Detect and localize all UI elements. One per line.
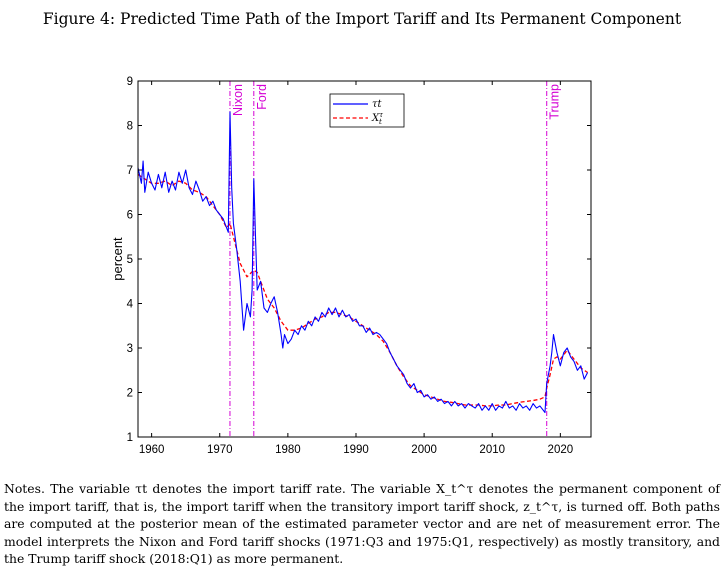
plot-frame	[137, 80, 592, 438]
annotation-label-trump: Trump	[548, 84, 562, 120]
y-tick-label: 9	[127, 76, 133, 88]
series-permanent-line	[137, 173, 588, 407]
y-tick-label: 8	[127, 121, 133, 133]
y-tick-label: 3	[127, 343, 133, 355]
series-layer	[137, 111, 589, 414]
x-tick-label: 1990	[343, 444, 369, 456]
figure-title: Figure 4: Predicted Time Path of the Imp…	[42, 10, 682, 28]
annotation-label-nixon: Nixon	[231, 84, 245, 116]
x-tick-label: 2010	[479, 444, 505, 456]
legend-box	[329, 93, 405, 128]
y-tick-label: 5	[127, 254, 133, 266]
legend: τt Xτ t	[329, 93, 405, 128]
y-tick-label: 7	[127, 165, 133, 177]
line-chart: Nixon Ford Trump 1 2 3 4 5 6 7 8 9 1960 1970 1980 199…	[110, 76, 592, 456]
figure-notes: Notes. The variable τt denotes the impor…	[4, 481, 720, 566]
y-axis-label: percent	[110, 237, 125, 281]
x-axis: 1960 1970 1980 1990 2000 2010 2020	[139, 81, 573, 456]
y-tick-label: 4	[127, 299, 134, 311]
legend-label-tau: τt	[372, 99, 383, 110]
legend-label-x: Xτ t	[371, 111, 383, 126]
x-tick-label: 2000	[411, 444, 437, 456]
y-axis: 1 2 3 4 5 6 7 8 9	[127, 76, 591, 444]
annotation-label-ford: Ford	[255, 84, 269, 110]
x-tick-label: 1960	[139, 444, 165, 456]
event-annotations: Nixon Ford Trump	[229, 81, 562, 437]
x-tick-label: 1980	[275, 444, 301, 456]
series-tau-line	[137, 111, 589, 414]
y-tick-label: 2	[127, 388, 133, 400]
y-tick-label: 1	[127, 432, 133, 444]
x-tick-label: 1970	[207, 444, 233, 456]
x-tick-label: 2020	[548, 444, 574, 456]
y-tick-label: 6	[127, 210, 133, 222]
